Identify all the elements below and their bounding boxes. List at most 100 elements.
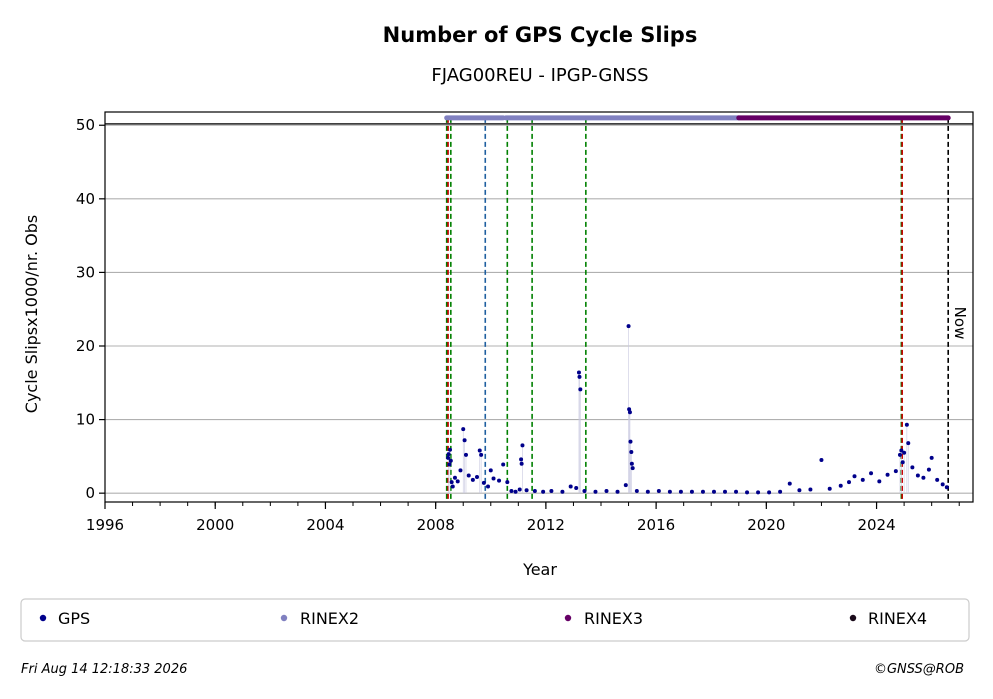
gps-data-point xyxy=(517,487,522,492)
plot-background xyxy=(105,112,973,502)
gps-data-point xyxy=(627,410,632,415)
gps-data-point xyxy=(904,422,909,427)
gps-data-point xyxy=(497,478,502,483)
y-tick-label: 20 xyxy=(76,337,95,355)
gps-data-point xyxy=(577,374,582,379)
gps-data-point xyxy=(560,489,565,494)
gps-data-point xyxy=(626,324,631,329)
gps-data-point xyxy=(910,465,915,470)
legend-label-gps: GPS xyxy=(58,609,90,628)
gps-data-point xyxy=(926,467,931,472)
footer-timestamp: Fri Aug 14 12:18:33 2026 xyxy=(21,662,187,677)
chart-subtitle: FJAG00REU - IPGP-GNSS xyxy=(431,65,648,86)
gps-data-point xyxy=(767,490,772,495)
gps-data-point xyxy=(477,448,482,453)
legend-label-rinex4: RINEX4 xyxy=(868,609,927,628)
gps-data-point xyxy=(449,480,454,485)
x-tick-label: 2000 xyxy=(196,516,234,534)
gps-data-point xyxy=(629,461,634,466)
y-axis-ticks: 0 10 20 30 40 50 xyxy=(76,116,105,502)
y-tick-label: 0 xyxy=(85,484,95,502)
gps-data-point xyxy=(574,486,579,491)
gps-data-point xyxy=(935,477,940,482)
gps-data-point xyxy=(877,479,882,484)
gps-data-point xyxy=(466,473,471,478)
gps-data-point xyxy=(921,475,926,480)
y-axis-label: Cycle Slipsx1000/nr. Obs xyxy=(22,215,41,413)
gps-data-point xyxy=(628,439,633,444)
gps-data-point xyxy=(944,485,949,490)
gps-data-point xyxy=(475,474,479,479)
legend-marker-rinex4 xyxy=(849,614,857,622)
gps-data-point xyxy=(446,455,451,460)
gps-data-point xyxy=(808,487,813,492)
gps-data-point xyxy=(491,476,496,481)
gps-data-point xyxy=(461,427,466,432)
legend-label-rinex2: RINEX2 xyxy=(300,609,359,628)
gps-data-point xyxy=(900,460,905,465)
y-tick-label: 50 xyxy=(76,116,95,134)
chart-title: Number of GPS Cycle Slips xyxy=(383,23,698,47)
gps-data-point xyxy=(541,489,546,494)
gps-data-point xyxy=(634,488,639,493)
gps-data-point xyxy=(509,488,514,493)
gps-data-point xyxy=(519,461,524,466)
gps-data-point xyxy=(524,488,529,493)
gps-data-point xyxy=(819,458,824,463)
event-lines xyxy=(445,117,950,502)
x-tick-label: 2020 xyxy=(747,516,785,534)
x-tick-label: 2016 xyxy=(637,516,675,534)
gps-data-point xyxy=(667,489,672,494)
y-tick-label: 40 xyxy=(76,190,95,208)
gps-data-point xyxy=(756,490,761,495)
gps-data-point xyxy=(940,482,945,487)
gps-data-point xyxy=(915,473,920,478)
plot-frame xyxy=(104,111,974,503)
gps-data-point xyxy=(446,452,451,457)
grid-lines xyxy=(105,123,973,494)
gps-data-point xyxy=(847,480,851,485)
gps-data-point xyxy=(787,481,792,486)
gps-data-point xyxy=(463,452,468,457)
gps-data-point xyxy=(700,489,705,494)
gps-data-point xyxy=(481,480,486,485)
gps-data-point xyxy=(893,469,898,474)
gps-data-point xyxy=(852,474,857,479)
gps-data-point xyxy=(458,468,463,473)
gps-data-point xyxy=(734,489,739,494)
gps-data-point xyxy=(656,488,661,493)
gps-data-point xyxy=(838,483,843,488)
x-tick-label: 2012 xyxy=(527,516,565,534)
gps-data-point xyxy=(860,477,865,482)
plot-area xyxy=(104,111,974,503)
gps-data-point xyxy=(885,472,890,477)
gps-data-point xyxy=(723,489,727,494)
y-tick-label: 30 xyxy=(76,263,95,281)
gps-data-point xyxy=(532,488,537,493)
gps-data-point xyxy=(520,443,525,448)
gps-data-point xyxy=(455,479,460,484)
gps-data-point xyxy=(486,484,491,489)
gps-data-point xyxy=(501,462,506,467)
gps-data-point xyxy=(447,447,452,452)
gps-data-point xyxy=(745,490,750,495)
gps-data-point xyxy=(582,488,587,493)
gps-data-point xyxy=(513,489,518,494)
gps-data-point xyxy=(470,477,475,482)
gps-data-point xyxy=(623,483,628,488)
gps-data-point xyxy=(448,458,453,463)
legend-marker-rinex2 xyxy=(280,614,288,622)
gps-data-point xyxy=(488,468,493,473)
gps-data-point xyxy=(629,449,634,454)
gps-data-point xyxy=(645,489,650,494)
legend-box xyxy=(20,598,970,642)
gps-data-point xyxy=(604,488,609,493)
legend: GPS RINEX2 RINEX3 RINEX4 xyxy=(20,598,970,642)
gps-data-point xyxy=(452,475,457,480)
gps-points xyxy=(446,324,949,495)
footer-credit: ©GNSS@ROB xyxy=(874,662,964,677)
gps-data-point xyxy=(906,441,911,446)
x-tick-label: 2004 xyxy=(306,516,344,534)
gps-data-point xyxy=(462,438,467,443)
